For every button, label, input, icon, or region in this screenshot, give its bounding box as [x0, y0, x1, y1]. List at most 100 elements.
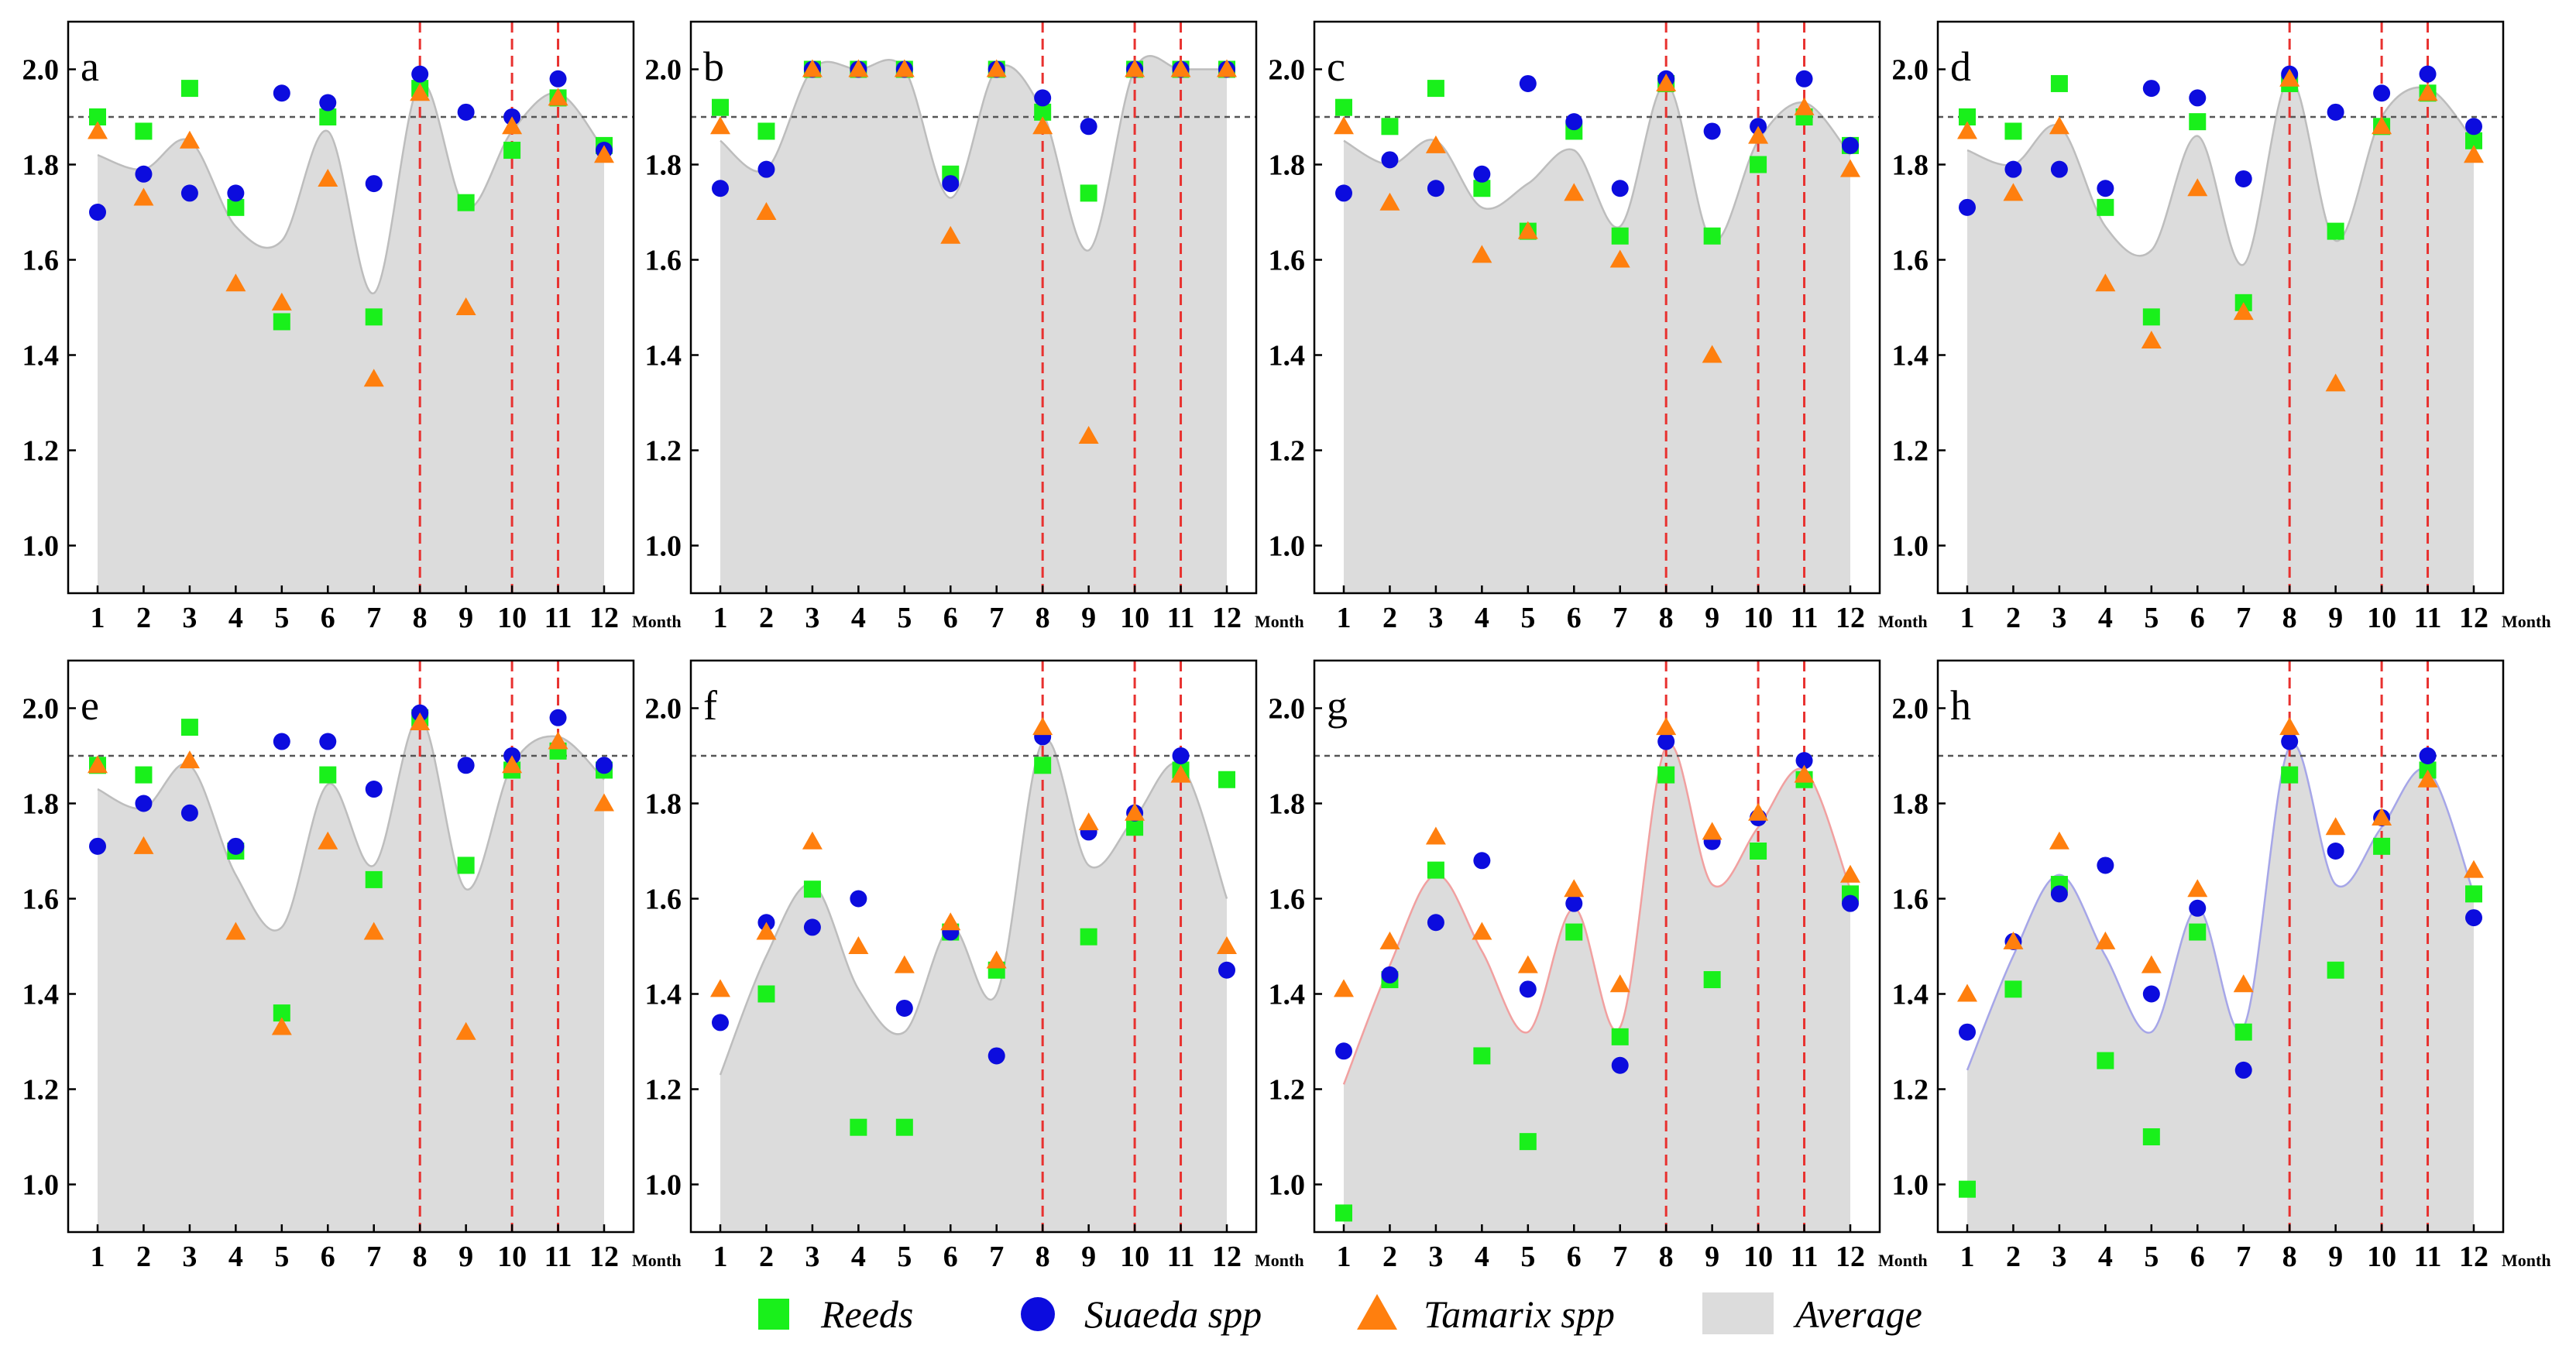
tamarix-point — [1748, 802, 1769, 821]
tamarix-point — [1334, 116, 1354, 135]
x-tick-label: 2 — [1382, 602, 1397, 634]
x-tick-label: 12 — [1212, 602, 1242, 634]
x-tick-label: 9 — [2328, 1241, 2343, 1273]
suaeda-point — [2327, 843, 2344, 860]
y-tick-label: 1.2 — [645, 1074, 682, 1107]
x-tick-label: 6 — [1567, 602, 1582, 634]
tamarix-point — [1609, 974, 1630, 993]
tamarix-point — [594, 793, 614, 812]
reeds-point — [2050, 74, 2068, 92]
y-tick-label: 1.8 — [22, 788, 60, 821]
tamarix-point — [2049, 831, 2069, 850]
plot-frame — [689, 20, 1258, 595]
suaeda-point — [2004, 160, 2022, 178]
suaeda-point — [1842, 136, 1859, 154]
suaeda-point — [2097, 856, 2114, 874]
panel-label: g — [1327, 682, 1348, 729]
reeds-point — [1218, 771, 1235, 788]
y-tick-label: 1.8 — [1892, 788, 1929, 821]
tamarix-point — [225, 922, 246, 940]
x-tick-label: 6 — [321, 1241, 335, 1273]
suaeda-point — [2142, 80, 2160, 98]
panel-label: c — [1327, 43, 1345, 90]
suaeda-point — [89, 204, 106, 221]
reeds-point — [2142, 1128, 2160, 1145]
suaeda-point — [2465, 909, 2482, 927]
x-tick-label: 4 — [851, 602, 866, 634]
average-area — [720, 56, 1227, 593]
tamarix-point — [2003, 183, 2024, 201]
x-tick-label: 3 — [182, 1241, 197, 1273]
tamarix-point — [455, 297, 476, 315]
suaeda-point — [1795, 752, 1813, 770]
tamarix-point — [1170, 59, 1191, 77]
y-tick-label: 1.6 — [1269, 245, 1306, 277]
x-tick-label: 2 — [136, 602, 151, 634]
tamarix-point — [1840, 864, 1860, 883]
reeds-point — [2097, 198, 2114, 216]
tamarix-point — [2003, 931, 2024, 949]
tamarix-point — [940, 225, 961, 244]
panel-label: h — [1950, 682, 1971, 729]
x-tick-label: 8 — [1036, 1241, 1050, 1273]
tamarix-point — [363, 369, 384, 387]
tamarix-point — [2187, 178, 2208, 197]
x-tick-label: 7 — [2236, 1241, 2251, 1273]
x-tick-label: 5 — [274, 602, 289, 634]
panel-label: a — [81, 43, 99, 90]
tamarix-point — [894, 955, 915, 973]
suaeda-point — [2234, 170, 2252, 187]
tamarix-point — [88, 121, 108, 139]
reeds-point — [1126, 819, 1144, 836]
suaeda-point — [2097, 180, 2114, 197]
tamarix-point — [2049, 116, 2069, 135]
reeds-point — [1427, 80, 1444, 98]
tamarix-point — [1125, 59, 1145, 77]
tamarix-point — [1379, 931, 1400, 949]
reeds-point — [1381, 118, 1399, 136]
x-tick-label: 9 — [1081, 1241, 1096, 1273]
reeds-point — [273, 1004, 290, 1022]
suaeda-point — [180, 184, 198, 202]
reeds-point — [2373, 837, 2391, 855]
y-tick-label: 1.2 — [645, 435, 682, 468]
suaeda-point — [1427, 914, 1444, 932]
suaeda-point — [803, 918, 821, 936]
tamarix-point — [1564, 183, 1585, 201]
tamarix-point — [88, 755, 108, 774]
reeds-point — [1335, 1204, 1352, 1222]
x-tick-label: 9 — [2328, 602, 2343, 634]
suaeda-point — [1959, 198, 1976, 216]
reeds-point — [1611, 1028, 1629, 1045]
suaeda-point — [457, 103, 475, 121]
tamarix-point — [1379, 192, 1400, 211]
plot-frame — [1313, 20, 1881, 595]
tamarix-point — [363, 922, 384, 940]
suaeda-point — [1611, 180, 1629, 197]
tamarix-point — [710, 979, 730, 997]
x-tick-label: 1 — [713, 1241, 728, 1273]
tamarix-point — [1748, 125, 1769, 144]
x-axis-label: Month — [1255, 1251, 1304, 1270]
reeds-point — [2465, 885, 2482, 903]
x-tick-label: 11 — [1791, 602, 1819, 634]
reeds-point — [1657, 766, 1675, 784]
suaeda-point — [2419, 747, 2437, 764]
reeds-point — [135, 766, 153, 784]
x-tick-label: 1 — [91, 1241, 105, 1273]
x-tick-label: 9 — [459, 602, 473, 634]
y-tick-label: 1.2 — [1892, 435, 1929, 468]
reeds-point — [1473, 180, 1491, 197]
x-tick-label: 7 — [1613, 602, 1627, 634]
x-tick-label: 10 — [1120, 602, 1149, 634]
panel-label: d — [1950, 43, 1971, 90]
x-tick-label: 11 — [544, 1241, 572, 1273]
suaeda-point — [1427, 180, 1444, 197]
y-tick-label: 1.8 — [1892, 149, 1929, 182]
tamarix-point — [986, 950, 1007, 969]
tamarix-point — [1425, 135, 1446, 153]
reeds-point — [2097, 1052, 2114, 1069]
x-tick-label: 10 — [1120, 1241, 1149, 1273]
x-tick-label: 1 — [1337, 1241, 1352, 1273]
